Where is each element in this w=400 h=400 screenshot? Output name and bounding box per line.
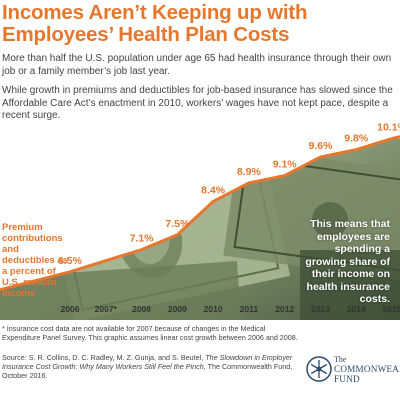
x-tick-label: 2015 — [383, 304, 400, 314]
x-tick-label: 2007* — [95, 304, 118, 314]
data-label: 6.5% — [58, 255, 83, 267]
x-tick-label: 2009 — [168, 304, 187, 314]
x-tick-label: 2010 — [204, 304, 223, 314]
data-label: 7.5% — [165, 218, 190, 230]
x-axis: 2006 2007* 2008 2009 2010 2011 2012 2013 2014 201… — [61, 304, 400, 314]
data-label: 9.1% — [273, 159, 298, 171]
logo-line1: COMMONWEALTH — [334, 364, 400, 374]
page-title: Incomes Aren’t Keeping up with Employees… — [2, 1, 308, 46]
commonwealth-fund-logo: The COMMONWEALTH FUND — [306, 352, 400, 392]
chart-annotation: This means that employees are spending a… — [305, 218, 390, 305]
money-photo — [0, 120, 400, 320]
logo-the: The — [334, 355, 347, 364]
data-label: 8.9% — [237, 166, 262, 178]
logo-line2: FUND — [334, 374, 360, 384]
x-tick-label: 2012 — [275, 304, 294, 314]
x-tick-label: 2008 — [132, 304, 151, 314]
x-tick-label: 2014 — [347, 304, 366, 314]
intro-text: More than half the U.S. population under… — [2, 53, 394, 130]
source-suffix: The Commonwealth Fund, October 2016. — [2, 361, 293, 380]
source-title: The Slowdown in Employer Insurance Cost … — [2, 353, 293, 371]
data-label: 10.1% — [377, 122, 400, 134]
data-label: 8.4% — [201, 184, 226, 196]
intro-paragraph-1: More than half the U.S. population under… — [2, 53, 392, 77]
series-label: Premium contributions and deductibles as… — [2, 222, 68, 299]
area-chart: 6.5% 7.1% 7.5% 8.4% 8.9% 9.1% 9.6% 9.8% 10.1% — [0, 122, 400, 292]
footnote: * Insurance cost data are not available … — [2, 324, 298, 342]
source-citation: Source: S. R. Collins, D. C. Radley, M. … — [2, 353, 302, 380]
source-prefix: Source: S. R. Collins, D. C. Radley, M. … — [2, 353, 204, 362]
x-tick-label: 2011 — [240, 304, 259, 314]
x-tick-label: 2006 — [61, 304, 80, 314]
data-label: 9.8% — [344, 133, 369, 145]
series-line — [69, 135, 400, 274]
x-tick-label: 2013 — [311, 304, 330, 314]
data-label: 7.1% — [130, 233, 155, 245]
data-label: 9.6% — [308, 140, 333, 152]
intro-paragraph-2: While growth in premiums and deductibles… — [2, 85, 393, 121]
series-line-lead — [0, 270, 71, 292]
snowflake-seal-icon — [306, 356, 332, 382]
